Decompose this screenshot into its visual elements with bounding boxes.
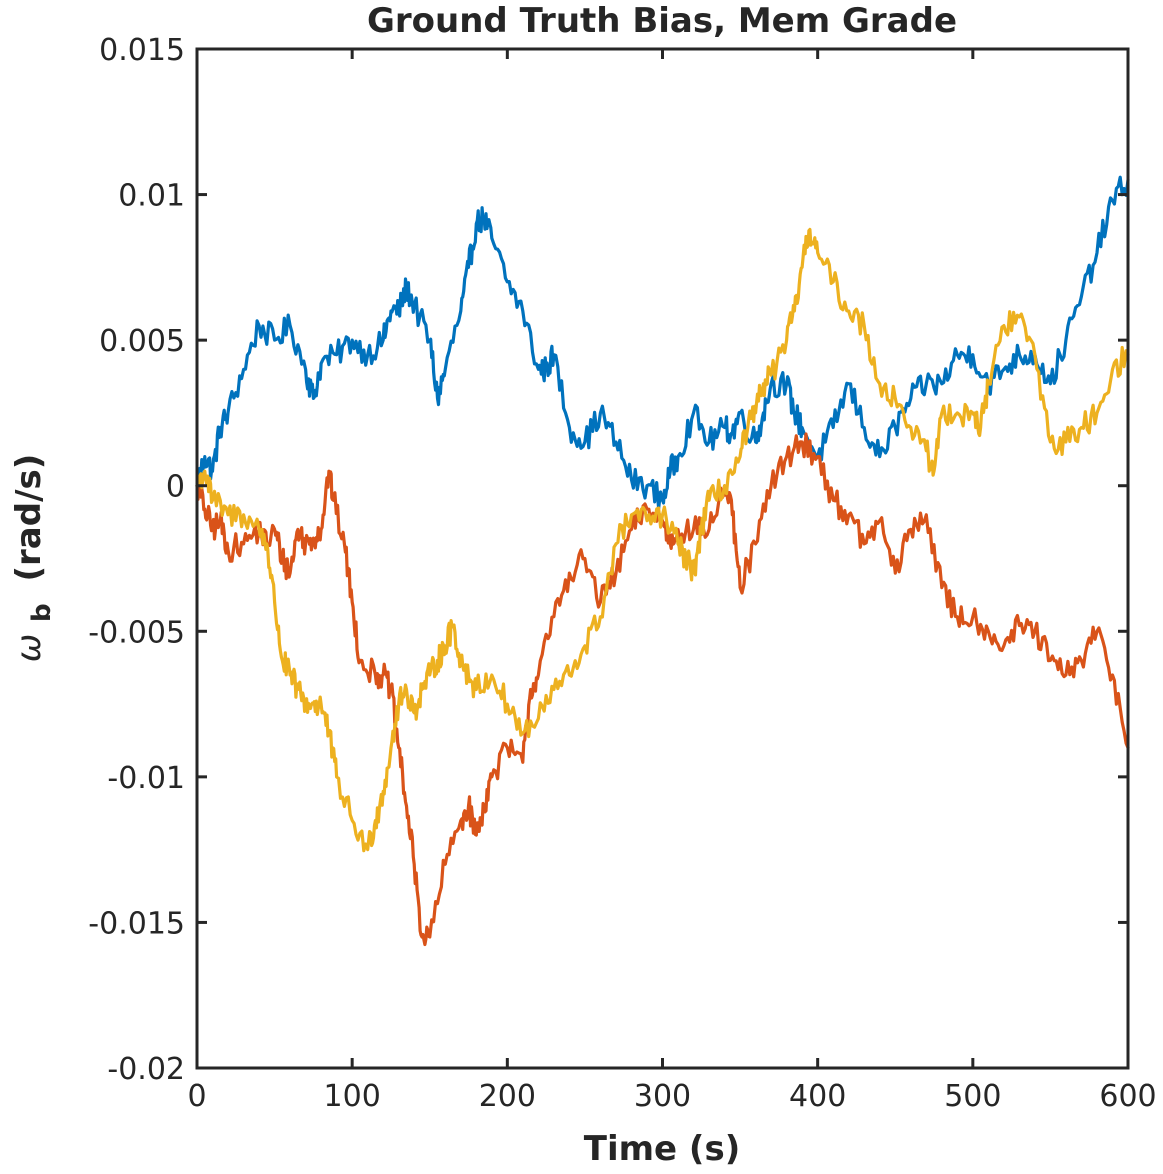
x-tick-label: 200: [479, 1079, 536, 1114]
series-line-1: [195, 175, 1130, 511]
x-tick-label: 300: [634, 1079, 691, 1114]
tick-layer: 0 100 200 300 400 500 600 0.015 0.01 0.005 0 -0.005…: [88, 33, 1156, 1114]
plot-frame: [195, 47, 1130, 1070]
y-tick-label: -0.015: [88, 906, 185, 941]
y-axis-label-subscript: b: [27, 603, 57, 622]
series-layer: [195, 175, 1130, 947]
x-axis-label: Time (s): [584, 1129, 741, 1169]
series-line-2: [195, 432, 1130, 947]
x-tick-label: 100: [324, 1079, 381, 1114]
y-tick-label: 0: [166, 470, 185, 505]
y-tick-label: 0.005: [99, 324, 185, 359]
y-axis-label: ω b (rad/s): [9, 454, 59, 663]
x-tick-label: 600: [1099, 1079, 1156, 1114]
y-axis-label-unit: (rad/s): [9, 454, 49, 582]
y-tick-label: -0.01: [107, 761, 185, 796]
x-tick-label: 500: [944, 1079, 1001, 1114]
x-tick-label: 0: [187, 1079, 206, 1114]
y-tick-label: 0.015: [99, 33, 185, 68]
y-tick-label: 0.01: [118, 179, 185, 214]
y-tick-label: -0.005: [88, 615, 185, 650]
y-axis-label-symbol: ω: [9, 634, 49, 662]
series-line-3: [195, 227, 1130, 853]
y-tick-label: -0.02: [107, 1052, 185, 1087]
chart-title: Ground Truth Bias, Mem Grade: [367, 1, 957, 41]
x-tick-label: 400: [789, 1079, 846, 1114]
